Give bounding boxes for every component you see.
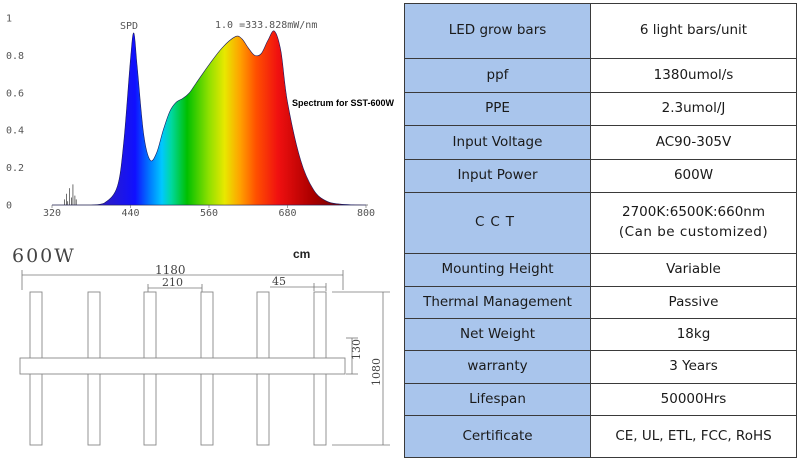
x-tick-label: 440 [121,208,139,219]
spec-value: 50000Hrs [590,383,797,416]
y-tick-label: 0.2 [6,163,24,174]
dim-bar-spacing [147,284,203,292]
spectrum-area [52,30,367,206]
table-row: Net Weight 18kg [404,318,797,351]
dim-bar-width [270,283,327,291]
spec-label: CCT [404,192,591,254]
spec-label: PPE [404,92,591,126]
spd-label: SPD [120,21,138,32]
spec-value: 3 Years [590,350,797,384]
model-label: 600W [12,245,76,267]
x-tick-label: 320 [43,208,61,219]
spec-value-line2: (Can be customized) [618,224,769,240]
spec-label: Input Power [404,159,591,193]
spec-label: Mounting Height [404,253,591,287]
y-tick-label: 0.6 [6,88,24,99]
table-row: Certificate CE, UL, ETL, FCC, RoHS [404,415,797,458]
dim-bar-text: 45 [272,275,286,288]
y-tick-label: 0.8 [6,51,24,62]
spec-label: warranty [404,350,591,384]
table-row: PPE 2.3umol/J [404,92,797,126]
chart-caption: Spectrum for SST-600W [292,98,395,108]
x-tick-label: 560 [200,208,218,219]
spec-value: 600W [590,159,797,193]
y-axis-ticks: 1 0.8 0.6 0.4 0.2 0 [6,14,24,212]
dim-spacing-text: 210 [162,276,183,289]
table-row: LED grow bars 6 light bars/unit [404,3,797,59]
spec-label: Thermal Management [404,286,591,319]
y-tick-label: 0 [6,201,12,212]
x-tick-label: 800 [357,208,375,219]
table-row: Mounting Height Variable [404,253,797,287]
spec-label: Certificate [404,415,591,458]
spec-value: Passive [590,286,797,319]
x-tick-label: 680 [278,208,296,219]
crossbar [19,357,346,375]
unit-label: cm [293,247,310,261]
spec-label: ppf [404,58,591,93]
y-tick-label: 0.4 [6,126,24,137]
dim-height [332,291,390,446]
noise-lines [64,184,77,205]
spec-label: Net Weight [404,318,591,351]
table-row: Input Power 600W [404,159,797,193]
table-row: CCT 2700K:6500K:660nm (Can be customized… [404,192,797,254]
table-row: warranty 3 Years [404,350,797,384]
spec-table: LED grow bars 6 light bars/unit ppf 1380… [404,3,797,458]
scale-note: 1.0 =333.828mW/nm [215,20,317,31]
dimension-drawing: 600W cm 1180 210 45 130 1080 [12,245,390,446]
spec-label: Input Voltage [404,125,591,160]
spec-value: 1380umol/s [590,58,797,93]
spec-value: AC90-305V [590,125,797,160]
dim-total-text: 1180 [155,263,186,277]
dim-height-text: 1080 [370,358,383,386]
dim-center-text: 130 [350,339,363,360]
spec-value: Variable [590,253,797,287]
y-tick-label: 1 [6,14,12,25]
spectrum-chart: 1 0.8 0.6 0.4 0.2 0 320 440 560 680 800 SPD 1.0 =… [0,0,400,232]
table-row: Lifespan 50000Hrs [404,383,797,416]
spec-value: 2.3umol/J [590,92,797,126]
table-row: ppf 1380umol/s [404,58,797,93]
spec-label: Lifespan [404,383,591,416]
dim-center [346,337,358,375]
table-row: Input Voltage AC90-305V [404,125,797,160]
table-row: Thermal Management Passive [404,286,797,319]
spec-value: 18kg [590,318,797,351]
spec-value: CE, UL, ETL, FCC, RoHS [590,415,797,458]
dim-total-width [21,270,344,290]
spec-label: LED grow bars [404,3,591,59]
spec-value: 2700K:6500K:660nm (Can be customized) [590,192,797,254]
spec-value: 6 light bars/unit [590,3,797,59]
spec-value-line1: 2700K:6500K:660nm [622,204,765,221]
